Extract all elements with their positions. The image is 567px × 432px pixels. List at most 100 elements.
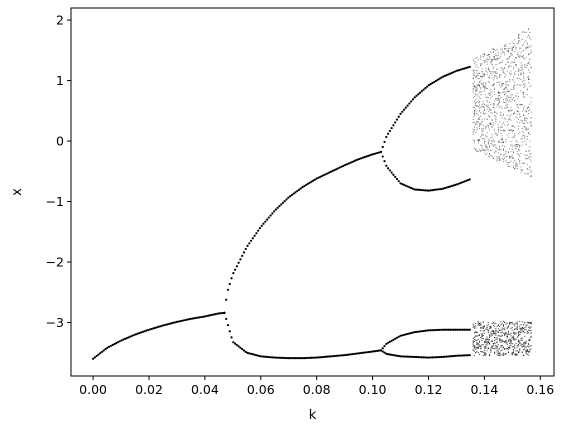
chaos-point xyxy=(476,95,478,97)
chaos-point xyxy=(517,125,520,127)
chaos-point xyxy=(481,327,483,329)
chaos-point xyxy=(491,346,493,348)
chaos-point xyxy=(526,154,528,156)
chaos-point xyxy=(487,138,489,140)
chaos-point xyxy=(495,327,497,330)
chaos-point xyxy=(478,122,481,124)
chaos-point xyxy=(516,121,518,123)
chaos-point xyxy=(511,54,513,56)
chaos-point xyxy=(482,106,484,108)
bifurcation-point xyxy=(413,355,416,359)
chaos-point xyxy=(481,63,483,65)
chaos-point xyxy=(497,81,499,83)
bifurcation-point xyxy=(166,323,169,326)
bifurcation-point xyxy=(422,329,425,333)
bifurcation-point xyxy=(253,234,256,237)
chaos-point xyxy=(522,31,525,33)
chaos-point xyxy=(502,332,505,334)
chaos-point xyxy=(515,161,517,163)
chaos-point xyxy=(483,142,486,144)
chaos-point xyxy=(505,348,507,350)
bifurcation-point xyxy=(333,354,336,358)
chaos-point xyxy=(502,88,504,91)
chaos-point xyxy=(520,72,522,74)
chaos-point xyxy=(525,127,527,129)
chaos-point xyxy=(486,59,488,61)
chaos-point xyxy=(475,108,477,110)
chaos-point xyxy=(478,96,481,98)
bifurcation-point xyxy=(454,328,457,331)
chaos-point xyxy=(480,337,482,339)
chaos-point xyxy=(482,149,484,151)
chaos-point xyxy=(525,342,527,344)
chaos-point xyxy=(510,341,512,343)
bifurcation-point xyxy=(290,193,293,197)
bifurcation-point xyxy=(386,341,390,344)
chaos-point xyxy=(506,99,508,102)
chaos-point xyxy=(512,335,515,337)
chaos-point xyxy=(485,134,487,136)
chaos-point xyxy=(524,122,526,124)
chaos-point xyxy=(530,51,532,53)
chaos-point xyxy=(514,112,516,115)
bifurcation-point xyxy=(360,157,363,160)
chaos-point xyxy=(515,342,517,345)
chaos-point xyxy=(499,340,501,342)
chaos-point xyxy=(510,160,512,162)
chaos-point xyxy=(520,171,522,173)
chaos-point xyxy=(477,321,479,323)
chaos-point xyxy=(480,63,482,65)
chaos-point xyxy=(510,95,512,97)
chaos-point xyxy=(530,336,532,338)
chaos-point xyxy=(477,347,479,349)
chaos-point xyxy=(522,324,525,326)
chaos-point xyxy=(500,346,502,348)
chaos-point xyxy=(506,326,508,328)
chaos-point xyxy=(472,83,474,85)
bifurcation-point xyxy=(249,239,253,242)
chaos-point xyxy=(485,136,487,138)
chaos-point xyxy=(519,77,521,79)
chaos-point xyxy=(507,84,509,86)
chaos-point xyxy=(520,79,522,81)
chaos-point xyxy=(505,118,507,120)
bifurcation-point xyxy=(324,355,327,358)
chaos-point xyxy=(497,328,499,330)
chaos-point xyxy=(485,341,487,344)
bifurcation-point xyxy=(385,342,388,346)
chaos-point xyxy=(480,347,482,349)
bifurcation-point xyxy=(118,340,121,343)
chaos-point xyxy=(500,86,502,88)
chaos-point xyxy=(475,113,477,115)
bifurcation-point xyxy=(113,342,116,346)
bifurcation-point xyxy=(399,112,402,115)
chaos-point xyxy=(500,340,502,342)
bifurcation-point xyxy=(410,100,413,103)
chaos-point xyxy=(472,90,474,92)
chaos-point xyxy=(490,347,492,349)
bifurcation-point xyxy=(383,160,386,163)
bifurcation-point xyxy=(436,356,439,359)
chaos-point xyxy=(500,126,502,129)
chaos-point xyxy=(499,338,501,340)
chaos-point xyxy=(480,112,482,114)
chaos-point xyxy=(499,338,501,341)
chaos-point xyxy=(511,109,513,111)
chaos-point xyxy=(501,85,503,87)
chaos-point xyxy=(515,95,517,97)
bifurcation-point xyxy=(418,356,422,359)
chaos-point xyxy=(509,162,511,164)
chaos-point xyxy=(530,344,532,347)
bifurcation-point xyxy=(383,344,386,348)
chaos-point xyxy=(526,345,528,347)
chaos-point xyxy=(497,335,499,337)
chaos-point xyxy=(514,42,516,44)
bifurcation-point xyxy=(466,179,470,182)
chaos-point xyxy=(509,338,511,340)
bifurcation-point xyxy=(426,85,429,88)
chaos-point xyxy=(517,144,520,146)
chaos-point xyxy=(507,137,509,139)
chaos-point xyxy=(482,84,484,86)
chaos-point xyxy=(486,55,488,57)
bifurcation-point xyxy=(290,357,293,360)
